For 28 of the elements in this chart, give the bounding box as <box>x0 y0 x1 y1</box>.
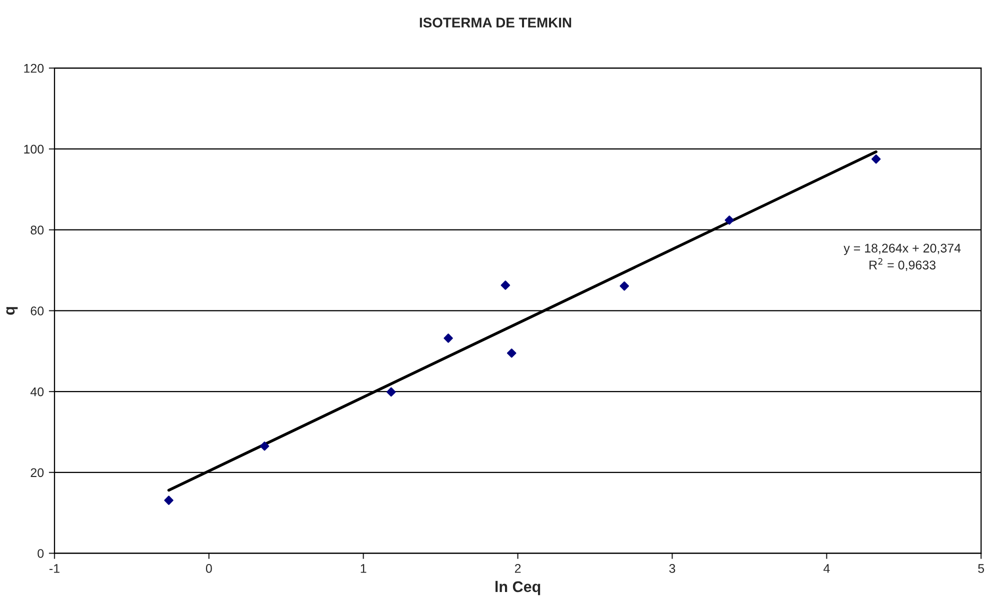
point <box>871 154 881 164</box>
annotation: y = 18,264x + 20,374 <box>844 244 961 256</box>
y-tick-label: 40 <box>30 387 44 396</box>
x-tick-label: 5 <box>978 564 984 573</box>
y-tick-label: 60 <box>30 306 44 316</box>
annotation: R$^{2}$ = 0,9633 <box>870 258 936 271</box>
point <box>164 496 174 505</box>
x-tick-label: -1 <box>50 564 60 573</box>
x-tick-label: 2 <box>514 564 521 573</box>
x-tick-label: 3 <box>669 564 676 573</box>
point <box>444 334 453 343</box>
point <box>724 215 734 225</box>
x-tick-label: 1 <box>360 564 366 573</box>
y-tick-label: 80 <box>30 226 44 234</box>
point <box>260 442 270 451</box>
y-axis-title: q <box>6 307 18 315</box>
x-tick-label: 0 <box>206 564 212 573</box>
y-tick-label: 20 <box>30 468 44 478</box>
y-tick-label: 100 <box>24 144 44 154</box>
y-tick-label: 120 <box>24 64 44 73</box>
point <box>500 280 510 290</box>
x-tick-label: 4 <box>823 564 830 573</box>
y-tick-label: 0 <box>38 549 44 558</box>
chart-title: ISOTERMA DE TEMKIN <box>420 18 572 28</box>
point <box>386 387 396 397</box>
point <box>620 281 629 291</box>
point <box>506 348 516 358</box>
x-axis-title: ln Ceq <box>496 580 540 596</box>
